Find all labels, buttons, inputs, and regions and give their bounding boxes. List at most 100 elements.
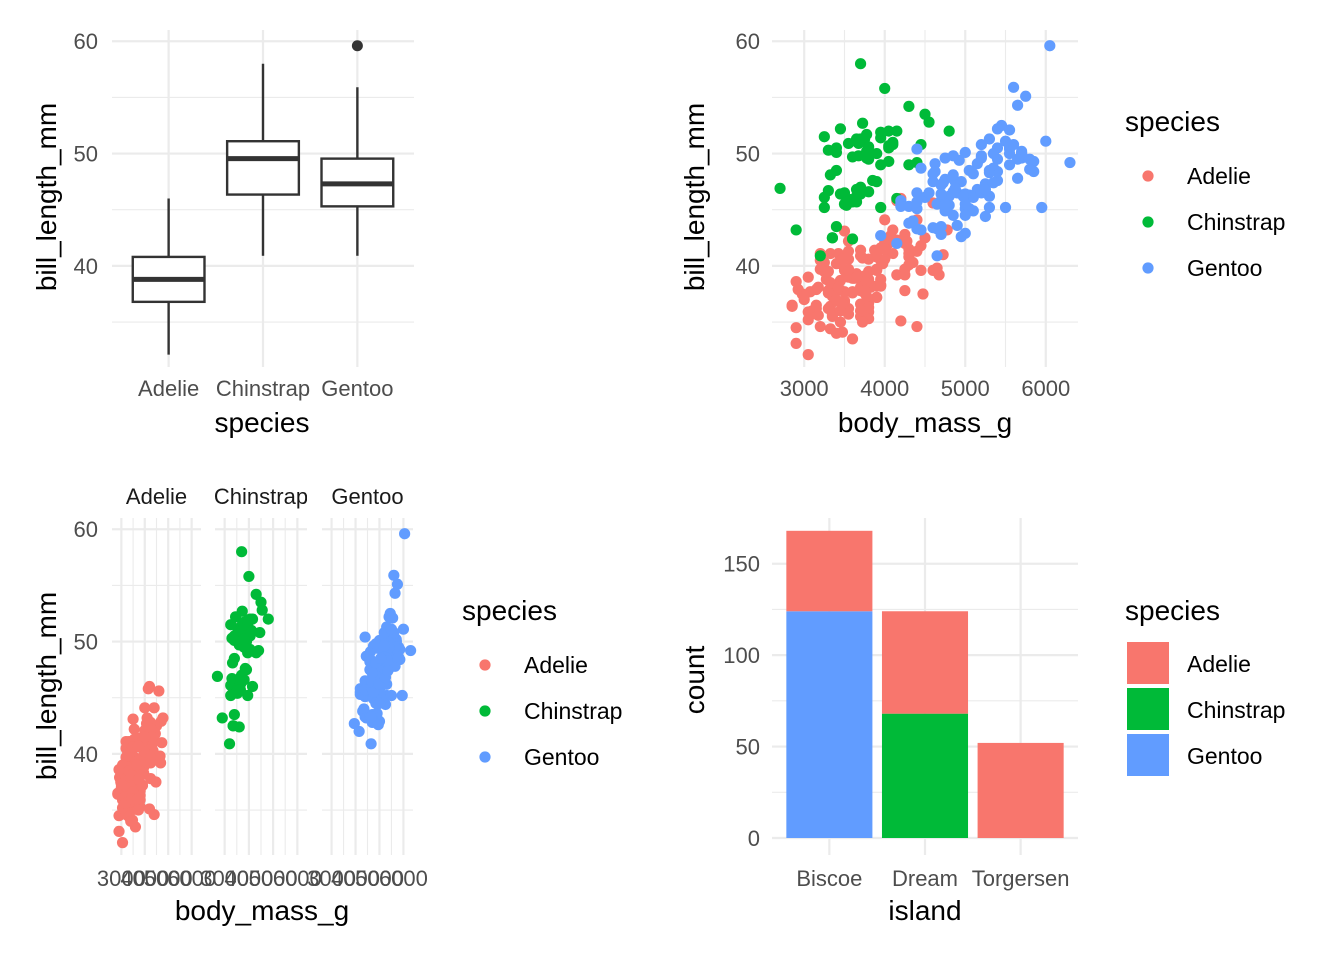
facet-y-title: bill_length_mm: [31, 592, 62, 780]
data-point: [216, 712, 228, 724]
bar-segment-adelie: [977, 742, 1064, 838]
x-tick-label: Dream: [892, 866, 958, 891]
data-point: [812, 309, 824, 321]
data-point: [1064, 156, 1076, 169]
data-point: [891, 237, 903, 250]
y-tick-label: 100: [723, 643, 760, 668]
bar-stack-biscoe: [786, 530, 873, 838]
facet-x-title: body_mass_g: [175, 895, 349, 926]
data-point: [955, 231, 967, 243]
data-point: [861, 128, 873, 141]
data-point: [157, 712, 169, 724]
x-tick-label: 5000: [144, 866, 193, 891]
data-point: [895, 315, 907, 327]
legend-label-adelie: Adelie: [524, 652, 588, 678]
data-point: [132, 804, 144, 816]
data-point: [140, 717, 153, 730]
data-point: [959, 146, 971, 159]
data-point: [915, 240, 927, 252]
data-point: [903, 100, 915, 112]
data-point: [951, 219, 963, 232]
data-point: [923, 187, 935, 199]
data-point: [145, 757, 157, 769]
data-point: [859, 285, 871, 297]
data-point: [254, 626, 266, 639]
data-point: [774, 182, 786, 194]
series-gentoo: [875, 40, 1076, 262]
data-point: [842, 137, 855, 150]
data-point: [947, 150, 959, 162]
series-chinstrap: [774, 58, 955, 262]
legend-key-adelie: [1127, 642, 1169, 684]
x-tick-label: Gentoo: [321, 376, 393, 401]
data-point: [229, 611, 242, 623]
data-point: [826, 232, 838, 244]
x-tick-label: 6000: [273, 866, 322, 891]
data-point: [125, 815, 137, 827]
data-point: [852, 137, 865, 150]
data-point: [211, 670, 224, 682]
data-point: [834, 123, 847, 135]
data-point: [824, 247, 836, 260]
data-point: [1044, 40, 1056, 52]
x-tick-label: 4000: [860, 376, 909, 401]
data-point: [1012, 153, 1024, 165]
data-point: [226, 657, 239, 669]
data-point: [935, 179, 947, 191]
facet-grid-chinstrap: [215, 518, 307, 855]
legend-key-adelie: [479, 659, 491, 671]
legend-label-gentoo: Gentoo: [524, 744, 599, 770]
data-point: [228, 708, 240, 721]
data-point: [802, 349, 814, 361]
data-point: [834, 188, 847, 200]
data-point: [814, 320, 826, 333]
data-point: [891, 125, 903, 137]
data-point: [393, 651, 405, 663]
boxplot-y-title: bill_length_mm: [31, 103, 62, 291]
data-point: [116, 837, 129, 849]
data-point: [143, 803, 156, 815]
data-point: [372, 719, 384, 731]
data-point: [378, 640, 390, 652]
data-point: [790, 322, 802, 334]
data-point: [365, 738, 377, 750]
x-tick-label: 5000: [249, 866, 298, 891]
data-point: [856, 117, 869, 129]
data-point: [366, 667, 378, 679]
data-point: [382, 665, 394, 677]
data-point: [875, 126, 887, 138]
y-tick-label: 50: [74, 142, 98, 167]
data-point: [975, 152, 987, 164]
data-point: [903, 217, 915, 229]
data-point: [947, 209, 959, 221]
legend-label-gentoo: Gentoo: [1187, 743, 1262, 769]
data-point: [790, 224, 802, 236]
data-point: [999, 201, 1012, 214]
data-point: [262, 613, 274, 625]
data-point: [911, 143, 923, 155]
data-point: [389, 587, 401, 599]
data-point: [814, 250, 826, 262]
data-point: [891, 269, 903, 281]
outlier-point: [351, 40, 363, 52]
y-tick-label: 50: [74, 630, 98, 655]
data-point: [907, 256, 919, 269]
data-point: [396, 689, 408, 702]
legend-label-adelie: Adelie: [1187, 651, 1251, 677]
data-point: [830, 220, 843, 233]
data-point: [931, 250, 943, 262]
strip-label-chinstrap: Chinstrap: [214, 484, 308, 509]
box-iqr: [225, 140, 301, 196]
data-point: [963, 164, 975, 177]
data-point: [991, 123, 1004, 135]
data-point: [153, 685, 165, 697]
data-point: [883, 155, 895, 168]
data-point: [915, 162, 927, 174]
bar-legend: species Adelie Chinstrap Gentoo: [1125, 595, 1285, 776]
data-point: [237, 633, 250, 645]
legend-label-chinstrap: Chinstrap: [524, 698, 622, 724]
data-point: [383, 611, 395, 623]
data-point: [917, 288, 929, 300]
facet-legend-title: species: [462, 595, 557, 626]
x-tick-label: 5000: [355, 866, 404, 891]
